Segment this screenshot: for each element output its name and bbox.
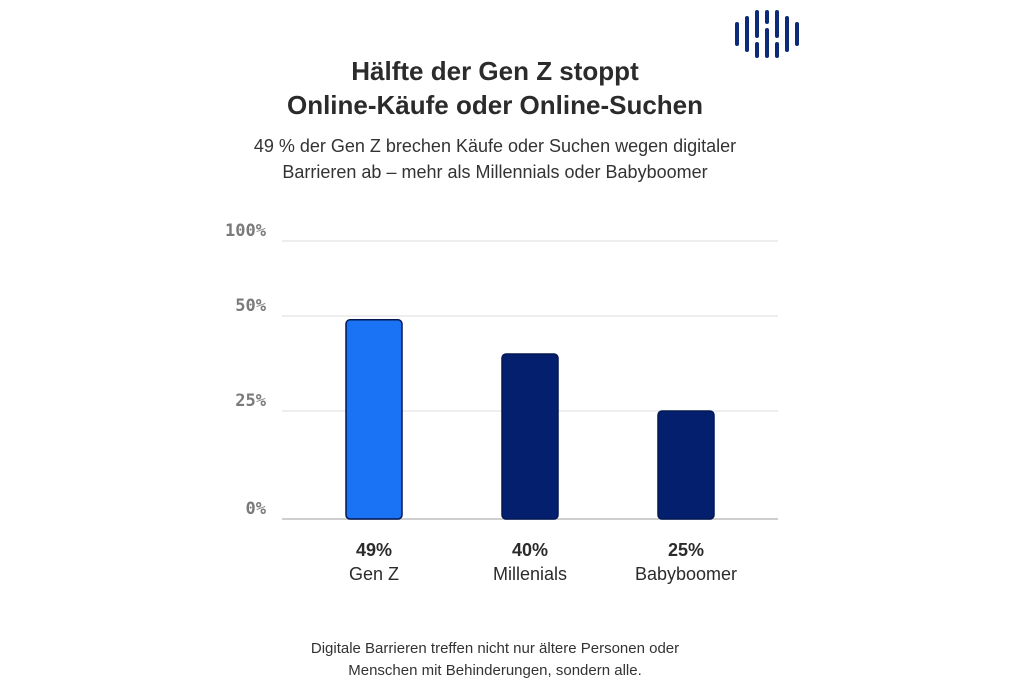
footnote-line-1: Digitale Barrieren treffen nicht nur ält… xyxy=(310,640,680,657)
brand-logo-icon xyxy=(735,10,799,58)
bar-millenials xyxy=(501,353,559,520)
chart-subtitle: 49 % der Gen Z brechen Käufe oder Suchen… xyxy=(0,133,990,185)
y-tick-label: 50% xyxy=(235,296,266,316)
bar-gen-z xyxy=(345,319,403,520)
bar-value-label: 49% xyxy=(356,540,392,560)
bar-value-label: 40% xyxy=(512,540,548,560)
chart-title-line-2: Online-Käufe oder Online-Suchen xyxy=(286,90,704,120)
y-tick-label: 0% xyxy=(246,499,267,519)
chart-subtitle-line-1: 49 % der Gen Z brechen Käufe oder Suchen… xyxy=(253,136,737,156)
y-tick-label: 100% xyxy=(225,221,267,241)
footnote-line-2: Menschen mit Behinderungen, sondern alle… xyxy=(348,662,642,679)
bar-value-label: 25% xyxy=(668,540,704,560)
x-category-label: Millenials xyxy=(493,564,567,584)
bar-babyboomer xyxy=(657,410,715,520)
chart-title: Hälfte der Gen Z stoppt Online-Käufe ode… xyxy=(0,54,990,122)
chart-title-line-1: Hälfte der Gen Z stoppt xyxy=(351,56,639,86)
y-tick-label: 25% xyxy=(235,391,266,411)
chart-subtitle-line-2: Barrieren ab – mehr als Millennials oder… xyxy=(282,162,708,182)
x-category-label: Babyboomer xyxy=(635,564,737,584)
x-category-label: Gen Z xyxy=(349,564,399,584)
footnote: Digitale Barrieren treffen nicht nur ält… xyxy=(0,638,990,682)
